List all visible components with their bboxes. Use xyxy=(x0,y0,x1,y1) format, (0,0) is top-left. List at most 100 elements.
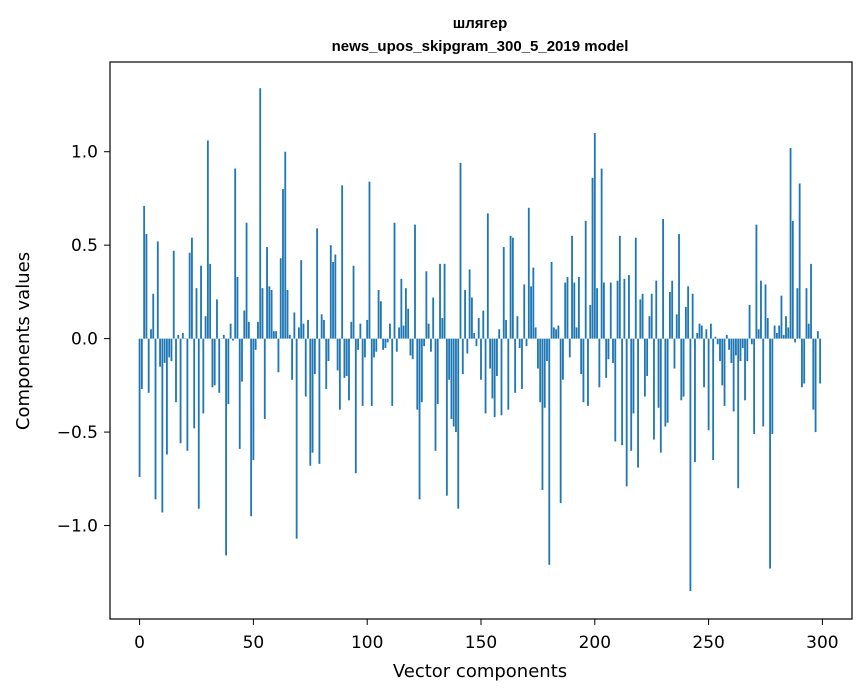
bar-31 xyxy=(209,263,212,339)
bar-104 xyxy=(375,338,378,352)
bar-23 xyxy=(191,237,193,339)
bar-103 xyxy=(373,338,375,358)
bar-38 xyxy=(225,338,227,556)
bar-226 xyxy=(653,338,655,440)
bar-114 xyxy=(398,327,400,339)
bar-35 xyxy=(218,338,221,393)
bar-256 xyxy=(721,338,724,386)
bar-258 xyxy=(725,334,728,339)
bar-81 xyxy=(323,319,325,339)
bar-205 xyxy=(605,338,608,378)
bar-175 xyxy=(536,338,539,369)
bar-84 xyxy=(329,245,332,339)
bar-188 xyxy=(566,276,569,339)
bar-45 xyxy=(241,338,243,382)
bar-276 xyxy=(766,318,769,339)
bar-279 xyxy=(773,325,776,339)
bar-47 xyxy=(245,222,248,339)
bar-299 xyxy=(819,338,822,384)
bar-87 xyxy=(336,338,339,371)
bar-138 xyxy=(452,338,455,427)
bar-75 xyxy=(309,338,312,466)
bar-235 xyxy=(673,338,676,369)
bar-72 xyxy=(302,323,305,339)
bar-148 xyxy=(475,338,478,347)
bar-132 xyxy=(439,263,441,339)
bar-242 xyxy=(689,338,692,591)
bar-183 xyxy=(555,329,558,339)
bar-69 xyxy=(295,338,298,539)
y-tick-label: −0.5 xyxy=(57,423,98,443)
bar-21 xyxy=(186,338,189,451)
bar-224 xyxy=(648,316,651,339)
bar-94 xyxy=(352,265,355,339)
bar-6 xyxy=(152,293,155,339)
bar-200 xyxy=(593,133,596,339)
bar-234 xyxy=(671,280,674,339)
bar-162 xyxy=(507,338,510,410)
bar-53 xyxy=(259,88,262,339)
bar-133 xyxy=(441,318,444,339)
bar-14 xyxy=(170,338,173,362)
bar-74 xyxy=(307,319,309,339)
bar-130 xyxy=(434,338,437,451)
bar-203 xyxy=(600,168,603,339)
bar-32 xyxy=(211,338,214,388)
bar-295 xyxy=(810,263,812,339)
bar-39 xyxy=(227,338,230,405)
bar-217 xyxy=(632,338,635,414)
bar-27 xyxy=(200,265,202,339)
bar-19 xyxy=(181,333,184,339)
bar-166 xyxy=(516,316,519,339)
x-axis-label: Vector components xyxy=(393,661,567,682)
bar-25 xyxy=(195,288,198,339)
bar-264 xyxy=(739,338,742,362)
bar-270 xyxy=(753,338,756,434)
bar-223 xyxy=(646,338,649,377)
bar-115 xyxy=(400,278,403,339)
bar-144 xyxy=(466,338,469,354)
bar-289 xyxy=(796,288,799,339)
bar-37 xyxy=(222,334,225,339)
bar-171 xyxy=(527,207,530,339)
bar-150 xyxy=(480,338,482,380)
y-tick-label: 1.0 xyxy=(71,143,98,163)
bar-135 xyxy=(445,338,448,496)
bar-89 xyxy=(341,185,344,339)
bar-191 xyxy=(573,282,576,339)
bar-221 xyxy=(641,293,644,339)
bar-80 xyxy=(320,314,323,339)
bar-254 xyxy=(716,338,719,345)
plot-frame xyxy=(109,61,853,620)
bar-215 xyxy=(628,275,630,339)
bar-189 xyxy=(568,338,571,358)
bar-107 xyxy=(382,338,385,350)
bar-113 xyxy=(395,338,398,352)
bar-48 xyxy=(247,321,250,339)
bar-70 xyxy=(298,327,300,339)
bar-0 xyxy=(138,338,141,477)
bar-2 xyxy=(143,205,146,339)
bar-149 xyxy=(477,318,480,339)
bar-174 xyxy=(534,327,537,339)
bar-240 xyxy=(684,306,687,339)
bar-233 xyxy=(669,291,671,339)
bar-154 xyxy=(489,338,492,369)
chart-subtitle: news_upos_skipgram_300_5_2019 model xyxy=(332,38,629,55)
bar-204 xyxy=(603,282,605,339)
bar-126 xyxy=(425,271,428,339)
bar-265 xyxy=(741,338,744,348)
bar-176 xyxy=(539,338,542,403)
bar-142 xyxy=(461,338,464,375)
bar-88 xyxy=(338,338,341,410)
bar-102 xyxy=(370,338,373,406)
bar-241 xyxy=(687,286,690,339)
bar-18 xyxy=(179,338,182,444)
bar-210 xyxy=(616,280,619,339)
bar-292 xyxy=(803,338,806,384)
bar-184 xyxy=(557,325,560,339)
bar-97 xyxy=(359,323,362,339)
bar-26 xyxy=(197,338,200,509)
bar-123 xyxy=(418,338,421,500)
bar-96 xyxy=(357,338,359,350)
